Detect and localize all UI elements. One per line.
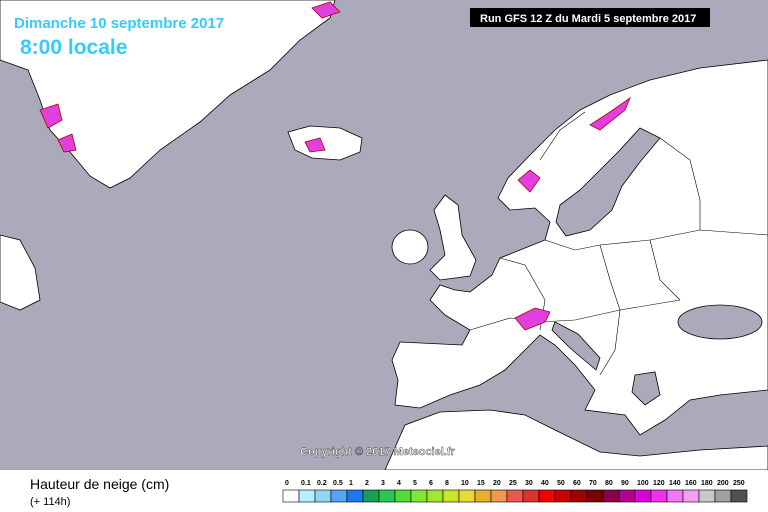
legend-label: 15	[477, 480, 485, 487]
ireland	[391, 229, 429, 265]
legend-label: 25	[509, 480, 517, 487]
legend-swatch	[314, 489, 332, 503]
greenland	[0, 0, 336, 189]
legend-label: 2	[365, 480, 369, 487]
snow-patch	[57, 133, 77, 153]
copyright: Copyright © 2017 Meteociel.fr	[300, 446, 456, 458]
border	[659, 137, 701, 230]
legend-swatch	[698, 489, 716, 503]
snow-patch	[514, 307, 551, 331]
snow-patch	[39, 103, 63, 129]
legend-label: 180	[701, 480, 713, 487]
legend-swatch	[730, 489, 748, 503]
legend-label: 4	[397, 480, 401, 487]
legend-label: 30	[525, 480, 533, 487]
legend-swatch	[346, 489, 364, 503]
legend-label: 160	[685, 480, 697, 487]
legend-label: 100	[637, 480, 649, 487]
legend-swatch	[378, 489, 396, 503]
legend-label: 10	[461, 480, 469, 487]
legend-swatch	[474, 489, 492, 503]
snow-patch	[311, 1, 341, 19]
legend-label: 0.5	[333, 480, 343, 487]
legend-label: 200	[717, 480, 729, 487]
legend-swatch	[458, 489, 476, 503]
legend-label: 70	[589, 480, 597, 487]
run-label: Run GFS 12 Z du Mardi 5 septembre 2017	[480, 13, 696, 25]
map	[0, 0, 768, 471]
legend-label: 140	[669, 480, 681, 487]
legend-swatch	[570, 489, 588, 503]
legend-swatch	[650, 489, 668, 503]
legend-scale: 0 0.1 0.2 0.5 1 2 3 4 5 6 8 10 15 20 25 30 40 50 60 70 80 90 1…	[282, 480, 748, 503]
legend-swatch	[538, 489, 556, 503]
legend-swatch	[442, 489, 460, 503]
legend-label: 20	[493, 480, 501, 487]
snow-patch	[589, 96, 631, 131]
legend-swatch	[618, 489, 636, 503]
legend-label: 50	[557, 480, 565, 487]
snow-patch	[517, 169, 541, 193]
legend-swatch	[602, 489, 620, 503]
legend-label: 5	[413, 480, 417, 487]
time-label: 8:00 locale	[20, 36, 127, 59]
legend-label: 80	[605, 480, 613, 487]
legend-swatch	[394, 489, 412, 503]
run-box	[470, 8, 710, 27]
legend-label: 90	[621, 480, 629, 487]
black-sea	[677, 304, 763, 340]
legend-label: 0.2	[317, 480, 327, 487]
canada	[0, 234, 41, 311]
baltic-sea	[555, 127, 661, 237]
legend-swatch	[330, 489, 348, 503]
border	[469, 299, 681, 331]
legend-lead: (+ 114h)	[30, 496, 70, 508]
europe	[391, 59, 768, 436]
legend-label: 6	[429, 480, 433, 487]
legend-swatch	[410, 489, 428, 503]
legend-swatch	[714, 489, 732, 503]
legend-title: Hauteur de neige (cm)	[30, 476, 169, 492]
border	[599, 244, 621, 376]
iceland	[287, 125, 363, 161]
legend-swatch	[666, 489, 684, 503]
legend-swatch	[586, 489, 604, 503]
border	[649, 239, 681, 301]
date-label: Dimanche 10 septembre 2017	[14, 15, 224, 32]
snow-patch	[304, 137, 326, 153]
great-britain	[429, 194, 477, 281]
legend-swatch	[362, 489, 380, 503]
legend-label: 250	[733, 480, 745, 487]
border	[539, 111, 586, 161]
legend-swatch	[426, 489, 444, 503]
legend-label: 1	[349, 480, 353, 487]
legend-label: 0.1	[301, 480, 311, 487]
legend-swatch	[634, 489, 652, 503]
legend-swatch	[682, 489, 700, 503]
legend-label: 8	[445, 480, 449, 487]
legend-swatch	[298, 489, 316, 503]
legend-swatch	[554, 489, 572, 503]
legend-label: 40	[541, 480, 549, 487]
adriatic-sea	[551, 321, 601, 371]
legend-swatch	[282, 489, 300, 503]
legend-swatch	[506, 489, 524, 503]
legend-label: 120	[653, 480, 665, 487]
legend-label: 3	[381, 480, 385, 487]
legend-swatch	[490, 489, 508, 503]
africa	[384, 409, 768, 471]
aegean-sea	[631, 371, 661, 406]
legend-swatch	[522, 489, 540, 503]
border	[544, 229, 768, 251]
legend-label: 0	[285, 480, 289, 487]
legend-label: 60	[573, 480, 581, 487]
